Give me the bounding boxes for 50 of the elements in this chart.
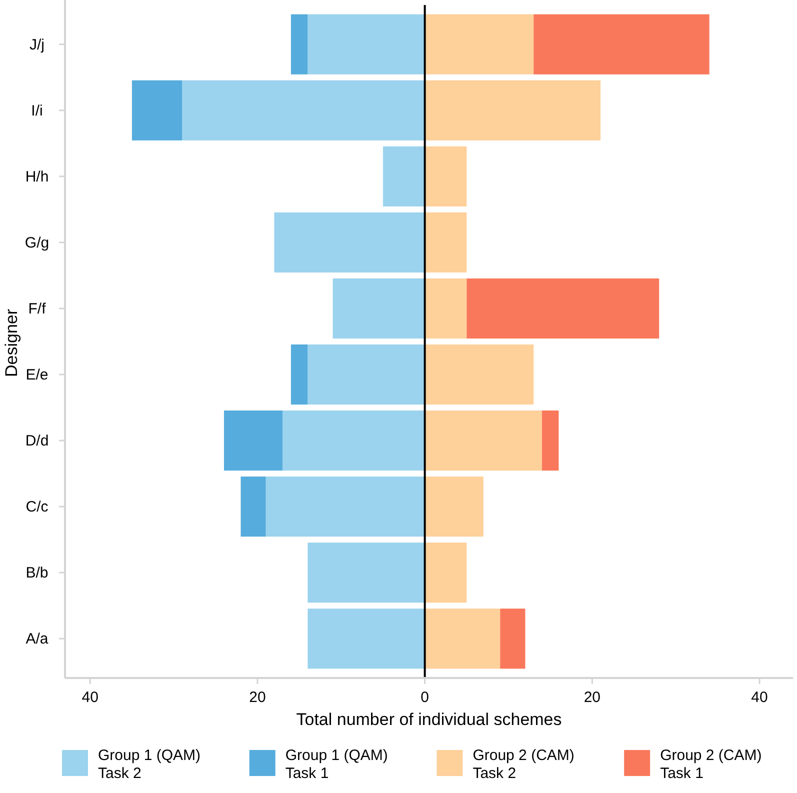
bar [266, 476, 425, 537]
x-tick-label: 40 [82, 689, 98, 706]
bar [466, 278, 660, 339]
y-tick-label: D/d [25, 432, 49, 450]
bar [308, 542, 425, 603]
bar [282, 410, 425, 471]
y-tick-label: J/j [30, 36, 44, 54]
y-tick-label: E/e [26, 366, 48, 384]
bar [132, 80, 182, 140]
bar [290, 344, 308, 405]
bar [274, 212, 425, 272]
bar [424, 146, 467, 206]
bar [290, 14, 308, 74]
x-tick-label: 0 [420, 689, 429, 706]
bar [424, 278, 467, 339]
y-axis-title: Designer [2, 308, 21, 378]
y-tick-label: H/h [25, 168, 49, 186]
bar [182, 80, 425, 140]
x-tick-label: 20 [584, 689, 601, 706]
bar [534, 14, 710, 74]
bar [424, 80, 601, 140]
bar [424, 212, 467, 272]
bar [382, 146, 425, 206]
bar [240, 476, 266, 537]
y-tick-label: G/g [24, 234, 50, 252]
x-tick-label: 40 [751, 689, 768, 706]
bar [424, 542, 467, 603]
y-tick-label: C/c [26, 498, 49, 516]
legend-label: Group 1 (QAM) Task 1 [285, 747, 388, 782]
y-tick-label: A/a [26, 630, 49, 648]
y-tick-label: B/b [26, 564, 48, 582]
x-tick-label: 20 [249, 689, 266, 706]
bar [424, 14, 534, 74]
bar [332, 278, 425, 339]
legend-label: Group 1 (QAM) Task 2 [98, 747, 201, 782]
bar [424, 344, 534, 405]
bar [424, 476, 484, 537]
bar [308, 608, 425, 669]
legend-label: Group 2 (CAM) Task 2 [472, 747, 574, 782]
bar [308, 14, 425, 74]
legend-label: Group 2 (CAM) Task 1 [660, 747, 762, 782]
bar [424, 410, 542, 471]
bar [308, 344, 425, 405]
bar [424, 608, 500, 669]
bar [224, 410, 283, 471]
x-axis-title: Total number of individual schemes [296, 710, 562, 729]
bar [500, 608, 526, 669]
y-tick-label: I/i [31, 102, 43, 120]
y-tick-label: F/f [28, 300, 47, 318]
bar [542, 410, 559, 471]
